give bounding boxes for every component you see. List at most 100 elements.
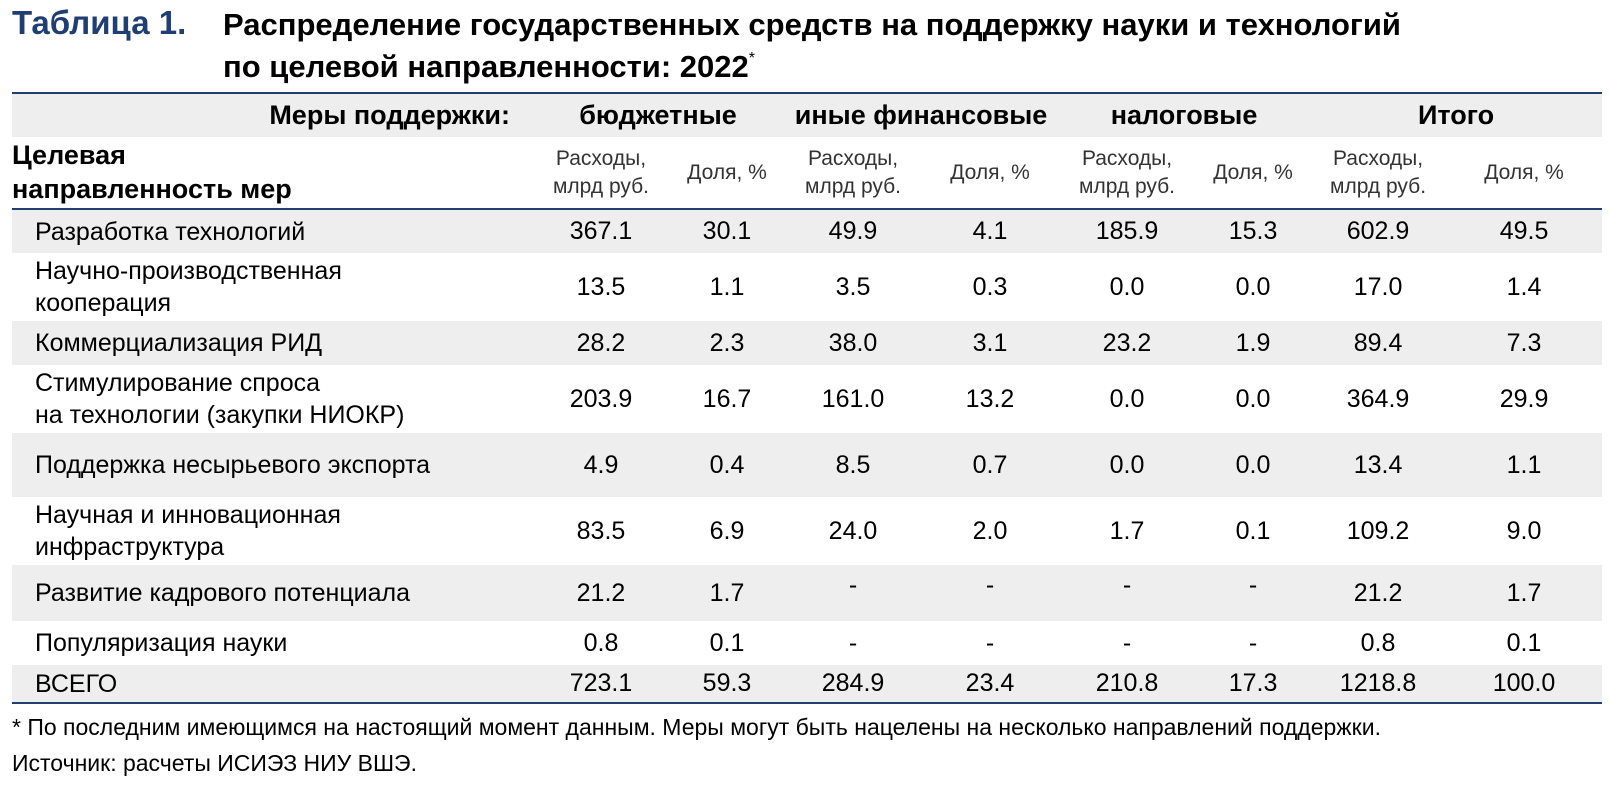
- subheader-expense: Расходы, млрд руб.: [1310, 137, 1447, 210]
- cell-value: 4.1: [922, 209, 1059, 253]
- row-label: Научно-производственная кооперация: [12, 253, 532, 321]
- cell-value: 1.1: [1446, 433, 1603, 497]
- cell-value: 0.1: [1196, 497, 1311, 565]
- group-header-total: Итого: [1310, 93, 1603, 137]
- cell-value: 0.1: [1446, 621, 1603, 665]
- cell-value: -: [922, 621, 1059, 665]
- cell-value: 9.0: [1446, 497, 1603, 565]
- cell-value: 0.0: [1058, 433, 1197, 497]
- cell-value: 161.0: [784, 365, 923, 433]
- cell-value: -: [1196, 565, 1311, 621]
- table-row: Популяризация науки 0.8 0.1 - - - - 0.8 …: [12, 621, 1603, 665]
- subheader-share: Доля, %: [1196, 137, 1311, 210]
- cell-value: 0.0: [1058, 365, 1197, 433]
- cell-value: 89.4: [1310, 321, 1447, 365]
- corner-line-1: Целевая: [12, 140, 126, 170]
- cell-value: 1.4: [1446, 253, 1603, 321]
- cell-value: 602.9: [1310, 209, 1447, 253]
- header-row-groups: Меры поддержки: бюджетные иные финансовы…: [12, 93, 1603, 137]
- cell-value: 21.2: [1310, 565, 1447, 621]
- cell-value: 0.0: [1196, 365, 1311, 433]
- cell-value: 1.7: [1058, 497, 1197, 565]
- cell-value: 0.0: [1196, 433, 1311, 497]
- cell-value: 59.3: [670, 665, 785, 703]
- row-label-line: ВСЕГО: [35, 669, 118, 698]
- subheader-share: Доля, %: [922, 137, 1059, 210]
- cell-value: 8.5: [784, 433, 923, 497]
- row-label: Популяризация науки: [12, 621, 532, 665]
- table-source: Источник: расчеты ИСИЭЗ НИУ ВШЭ.: [12, 750, 417, 776]
- cell-value: 0.0: [1058, 253, 1197, 321]
- group-header-budget: бюджетные: [532, 93, 785, 137]
- subheader-share: Доля, %: [670, 137, 785, 210]
- row-label-line: на технологии (закупки НИОКР): [35, 401, 405, 429]
- cell-value: 4.9: [532, 433, 670, 497]
- row-label: Коммерциализация РИД: [12, 321, 532, 365]
- expense-line-1: Расходы,: [1081, 146, 1173, 170]
- row-label-line: Стимулирование спроса: [35, 369, 321, 397]
- row-label-line: Поддержка несырьевого экспорта: [35, 451, 431, 479]
- table-row: Стимулирование спроса на технологии (заку…: [12, 365, 1603, 433]
- cell-value: 210.8: [1058, 665, 1197, 703]
- cell-value: 23.4: [922, 665, 1059, 703]
- row-label-line: Научно-производственная: [35, 257, 342, 285]
- cell-value: 1.7: [670, 565, 785, 621]
- cell-value: 17.0: [1310, 253, 1447, 321]
- cell-value: 2.3: [670, 321, 785, 365]
- title-line-1: Распределение государственных средств на…: [223, 7, 1401, 42]
- expense-line-2: млрд руб.: [552, 174, 650, 198]
- expense-line-1: Расходы,: [555, 146, 647, 170]
- group-header-other-financial: иные финансовые: [784, 93, 1059, 137]
- cell-value: 0.3: [922, 253, 1059, 321]
- table-row: Научно-производственная кооперация 13.5 1…: [12, 253, 1603, 321]
- cell-value: 0.0: [1196, 253, 1311, 321]
- group-header-tax: налоговые: [1058, 93, 1311, 137]
- cell-value: 23.2: [1058, 321, 1197, 365]
- cell-value: 0.8: [532, 621, 670, 665]
- cell-value: 1.7: [1446, 565, 1603, 621]
- cell-value: 2.0: [922, 497, 1059, 565]
- cell-value: 1218.8: [1310, 665, 1447, 703]
- table-number: Таблица 1.: [12, 4, 187, 41]
- subheader-share: Доля, %: [1446, 137, 1603, 210]
- table-body: Меры поддержки: бюджетные иные финансовы…: [12, 93, 1603, 703]
- title-footnote-marker: *: [748, 50, 755, 67]
- title-line-2-text: по целевой направленности: 2022: [223, 49, 749, 84]
- row-label: Научная и инновационная инфраструктура: [12, 497, 532, 565]
- cell-value: 284.9: [784, 665, 923, 703]
- title-line-2: по целевой направленности: 2022*: [223, 49, 755, 85]
- cell-value: -: [784, 621, 923, 665]
- cell-value: -: [1058, 565, 1197, 621]
- subheader-expense: Расходы, млрд руб.: [532, 137, 670, 210]
- measures-label: Меры поддержки:: [12, 93, 532, 137]
- cell-value: -: [1196, 621, 1311, 665]
- cell-value: 0.1: [670, 621, 785, 665]
- cell-value: 28.2: [532, 321, 670, 365]
- cell-value: 49.5: [1446, 209, 1603, 253]
- subheader-expense: Расходы, млрд руб.: [784, 137, 923, 210]
- row-label: Поддержка несырьевого экспорта: [12, 433, 532, 497]
- row-label-line: Популяризация науки: [35, 629, 288, 657]
- cell-value: 3.5: [784, 253, 923, 321]
- cell-value: 364.9: [1310, 365, 1447, 433]
- row-label-line: Научная и инновационная: [35, 501, 341, 529]
- cell-value: 24.0: [784, 497, 923, 565]
- cell-value: 0.4: [670, 433, 785, 497]
- row-dimension-header: Целевая направленность мер: [12, 137, 532, 210]
- cell-value: 13.4: [1310, 433, 1447, 497]
- row-label-line: кооперация: [35, 289, 172, 317]
- cell-value: 723.1: [532, 665, 670, 703]
- table-row: Разработка технологий 367.1 30.1 49.9 4.…: [12, 209, 1603, 253]
- cell-value: 16.7: [670, 365, 785, 433]
- cell-value: 13.2: [922, 365, 1059, 433]
- table-title: Таблица 1. Распределение государственных…: [12, 4, 1602, 84]
- cell-value: 1.9: [1196, 321, 1311, 365]
- row-label-line: Развитие кадрового потенциала: [35, 579, 410, 607]
- row-label: Разработка технологий: [12, 209, 532, 253]
- cell-value: 7.3: [1446, 321, 1603, 365]
- cell-value: 203.9: [532, 365, 670, 433]
- cell-value: 21.2: [532, 565, 670, 621]
- table-footnote: * По последним имеющимся на настоящий мо…: [12, 714, 1381, 740]
- row-label-line: Коммерциализация РИД: [35, 329, 323, 357]
- cell-value: 0.7: [922, 433, 1059, 497]
